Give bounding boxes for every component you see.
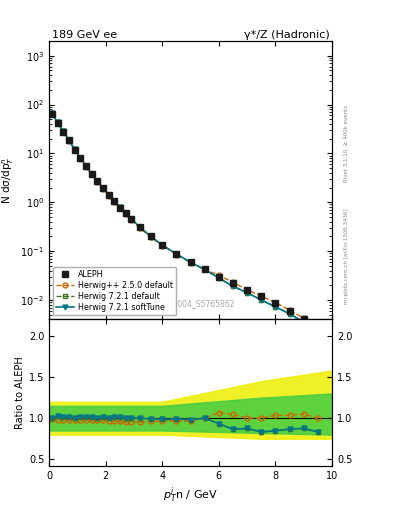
Y-axis label: Ratio to ALEPH: Ratio to ALEPH bbox=[15, 356, 25, 429]
Text: ALEPH_2004_S5765862: ALEPH_2004_S5765862 bbox=[145, 299, 236, 308]
Legend: ALEPH, Herwig++ 2.5.0 default, Herwig 7.2.1 default, Herwig 7.2.1 softTune: ALEPH, Herwig++ 2.5.0 default, Herwig 7.… bbox=[53, 267, 176, 315]
Text: mcplots.cern.ch [arXiv:1306.3436]: mcplots.cern.ch [arXiv:1306.3436] bbox=[344, 208, 349, 304]
Text: Rivet 3.1.10, ≥ 400k events: Rivet 3.1.10, ≥ 400k events bbox=[344, 105, 349, 182]
Y-axis label: N dσ/dp$_T^n$: N dσ/dp$_T^n$ bbox=[1, 156, 16, 204]
X-axis label: $p_T^i$n / GeV: $p_T^i$n / GeV bbox=[163, 485, 218, 504]
Text: 189 GeV ee: 189 GeV ee bbox=[52, 30, 117, 39]
Text: γ*/Z (Hadronic): γ*/Z (Hadronic) bbox=[244, 30, 329, 39]
